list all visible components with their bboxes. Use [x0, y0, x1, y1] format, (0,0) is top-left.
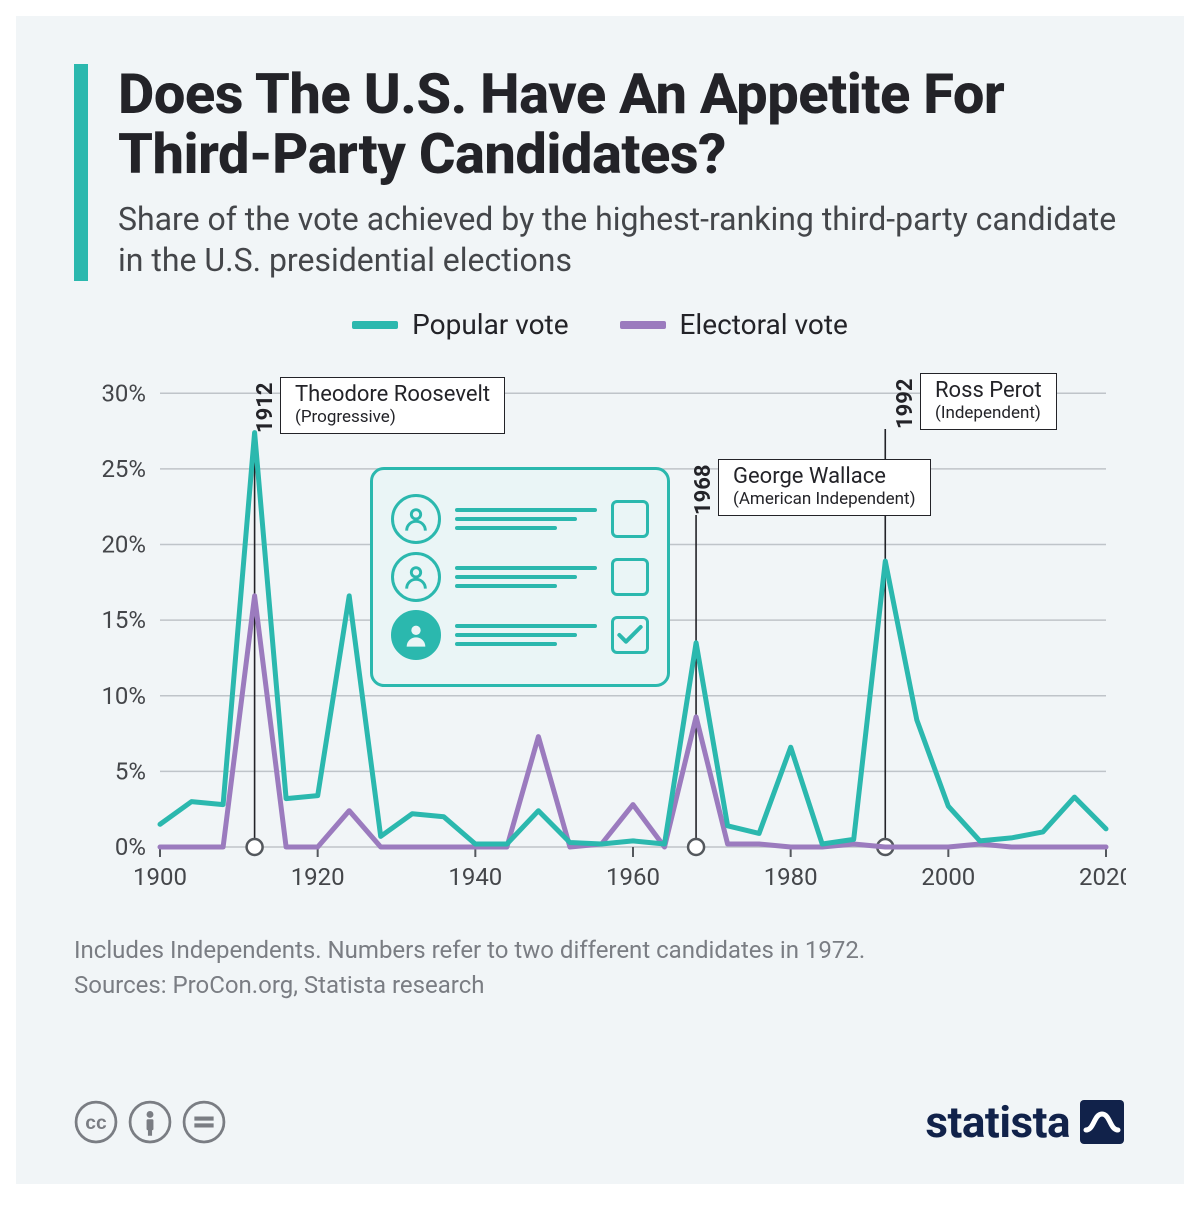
callout-roosevelt: 1912 Theodore Roosevelt (Progressive) — [280, 377, 505, 434]
svg-text:1980: 1980 — [764, 863, 818, 891]
chart-subtitle: Share of the vote achieved by the highes… — [118, 199, 1126, 281]
svg-text:1940: 1940 — [448, 863, 502, 891]
ballot-row — [391, 610, 649, 660]
statista-mark-icon — [1078, 1098, 1126, 1146]
footnote-line-1: Includes Independents. Numbers refer to … — [74, 936, 865, 964]
svg-text:10%: 10% — [101, 682, 146, 710]
callout-party: (Independent) — [935, 404, 1042, 424]
ballot-illustration — [370, 467, 670, 687]
nd-icon — [182, 1100, 226, 1144]
callout-name: Theodore Roosevelt — [295, 382, 490, 407]
statista-wordmark: statista — [925, 1096, 1070, 1148]
title-block: Does The U.S. Have An Appetite For Third… — [74, 64, 1126, 281]
footnote-line-2: Sources: ProCon.org, Statista research — [74, 971, 484, 999]
chart-title: Does The U.S. Have An Appetite For Third… — [118, 64, 1126, 185]
svg-text:30%: 30% — [101, 380, 146, 408]
legend: Popular vote Electoral vote — [74, 303, 1126, 342]
callout-year: 1968 — [691, 464, 716, 516]
ballot-row — [391, 494, 649, 544]
legend-item-electoral: Electoral vote — [620, 308, 848, 341]
ballot-checkbox — [611, 558, 649, 596]
callout-name: Ross Perot — [935, 378, 1042, 403]
ballot-avatar-icon — [391, 494, 441, 544]
ballot-avatar-icon — [391, 552, 441, 602]
ballot-lines — [455, 503, 597, 535]
ballot-avatar-icon — [391, 610, 441, 660]
legend-label-popular: Popular vote — [412, 308, 568, 341]
svg-text:1900: 1900 — [133, 863, 187, 891]
cc-icon: cc — [74, 1100, 118, 1144]
legend-swatch-electoral — [620, 321, 666, 329]
legend-item-popular: Popular vote — [352, 308, 568, 341]
svg-text:1920: 1920 — [291, 863, 345, 891]
callout-year: 1992 — [893, 378, 918, 430]
svg-text:25%: 25% — [101, 455, 146, 483]
callout-name: George Wallace — [733, 464, 916, 489]
by-icon — [128, 1100, 172, 1144]
callout-wallace: 1968 George Wallace (American Independen… — [718, 459, 931, 516]
svg-text:20%: 20% — [101, 531, 146, 559]
ballot-lines — [455, 619, 597, 651]
callout-perot: 1992 Ross Perot (Independent) — [920, 373, 1057, 430]
callout-party: (American Independent) — [733, 490, 916, 510]
callout-year: 1912 — [253, 382, 278, 434]
footer-row: cc statista — [74, 1096, 1126, 1148]
svg-text:5%: 5% — [115, 758, 146, 786]
svg-text:1960: 1960 — [606, 863, 660, 891]
ballot-row — [391, 552, 649, 602]
footnote: Includes Independents. Numbers refer to … — [74, 933, 1126, 1003]
svg-text:15%: 15% — [101, 606, 146, 634]
legend-swatch-popular — [352, 321, 398, 329]
ballot-lines — [455, 561, 597, 593]
svg-text:2020: 2020 — [1079, 863, 1126, 891]
chart-area: 0% 5% 10% 15% 20% 25% 30% 1900 1920 1940 1960 1980 2… — [74, 343, 1126, 903]
license-icons: cc — [74, 1100, 226, 1144]
legend-label-electoral: Electoral vote — [680, 308, 848, 341]
statista-logo: statista — [925, 1096, 1126, 1148]
ballot-checkbox — [611, 500, 649, 538]
ballot-checkbox-checked — [611, 616, 649, 654]
infographic-card: Does The U.S. Have An Appetite For Third… — [16, 16, 1184, 1184]
svg-text:cc: cc — [85, 1113, 107, 1134]
svg-text:0%: 0% — [115, 833, 146, 861]
callout-party: (Progressive) — [295, 408, 490, 428]
svg-text:2000: 2000 — [921, 863, 975, 891]
